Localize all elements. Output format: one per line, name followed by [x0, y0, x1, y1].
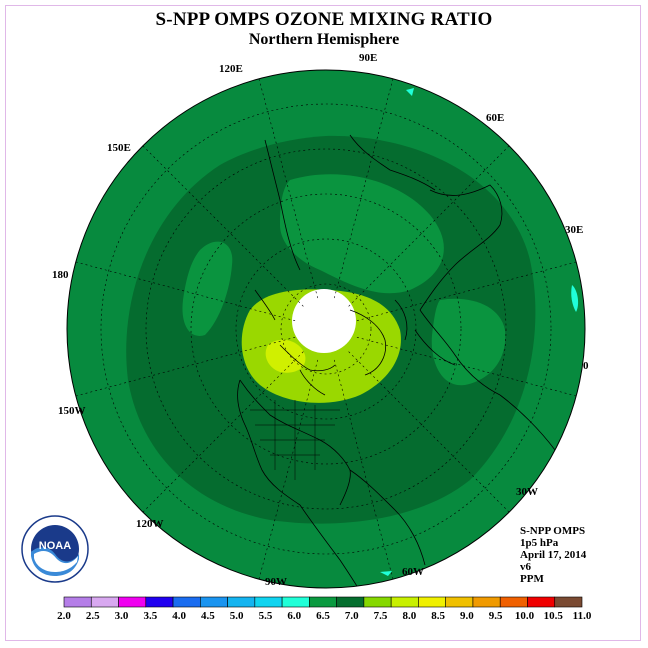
colorbar-label: 7.0 — [345, 610, 359, 622]
figure-frame — [5, 5, 641, 641]
colorbar-swatch — [254, 596, 283, 608]
latitude-circle — [100, 103, 552, 555]
colorbar-swatch — [554, 596, 583, 608]
colorbar-swatch — [63, 596, 92, 608]
colorbar-swatch — [309, 596, 337, 608]
colorbar-label: 4.0 — [172, 610, 186, 622]
inner-region — [280, 174, 444, 294]
lon-label-180: 180 — [52, 269, 69, 281]
colorbar-swatch — [499, 596, 528, 608]
lon-label-90w: 90W — [265, 576, 287, 588]
colorbar-label: 3.5 — [143, 610, 157, 622]
colorbar-label: 10.0 — [515, 610, 535, 622]
lon-label-30e: 30E — [565, 224, 584, 236]
noaa-logo-text: NOAA — [39, 540, 71, 552]
info-level: 1p5 hPa — [520, 537, 559, 549]
lon-label-30w: 30W — [516, 486, 538, 498]
colorbar-label: 5.0 — [230, 610, 244, 622]
lon-label-90e: 90E — [359, 52, 378, 64]
colorbar-label: 2.5 — [86, 610, 100, 622]
colorbar-label: 8.5 — [431, 610, 445, 622]
colorbar-label: 9.5 — [489, 610, 503, 622]
colorbar-swatch — [336, 596, 365, 608]
colorbar-swatch — [527, 596, 556, 608]
colorbar-label: 10.5 — [544, 610, 564, 622]
colorbar-swatch — [200, 596, 228, 608]
colorbar-swatch — [472, 596, 501, 608]
colorbar-label: 4.5 — [201, 610, 215, 622]
colorbar-label: 3.0 — [115, 610, 129, 622]
cyan-patch-north — [406, 88, 414, 96]
chart-title: S-NPP OMPS OZONE MIXING RATIO — [155, 9, 493, 30]
info-block: S-NPP OMPS 1p5 hPa April 17, 2014 v6 PPM — [520, 525, 586, 585]
map-boundary — [66, 69, 586, 589]
cyan-patch-east — [571, 285, 579, 312]
colorbar-swatch — [363, 596, 392, 608]
lon-label-120w: 120W — [136, 518, 164, 530]
info-date: April 17, 2014 — [520, 549, 587, 561]
colorbar-swatch — [145, 596, 174, 608]
colorbar-label: 9.0 — [460, 610, 474, 622]
latitude-circle — [280, 283, 372, 375]
colorbar-label: 11.0 — [573, 610, 592, 622]
lon-label-60w: 60W — [402, 566, 424, 578]
polar-lightyellow-region — [265, 339, 306, 373]
lon-label-150e: 150E — [107, 142, 131, 154]
noaa-logo: NOAA — [21, 515, 89, 583]
colorbar-swatch — [227, 596, 256, 608]
us-states — [250, 400, 340, 480]
lon-label-60e: 60E — [486, 112, 505, 124]
colorbar-swatch — [445, 596, 474, 608]
colorbar-swatch — [281, 596, 310, 608]
colorbar-swatch — [118, 596, 147, 608]
colorbar-swatch — [390, 596, 419, 608]
info-instrument: S-NPP OMPS — [520, 525, 586, 537]
lat-lon-grid — [75, 78, 577, 580]
colorbar-swatch — [172, 596, 201, 608]
colorbar-label: 7.5 — [374, 610, 388, 622]
cyan-patch-south — [380, 571, 392, 576]
colorbar-swatch — [90, 596, 119, 608]
inner-region-west — [182, 241, 233, 336]
info-units: PPM — [520, 573, 544, 585]
colorbar-label: 5.5 — [259, 610, 273, 622]
lon-label-120e: 120E — [219, 63, 243, 75]
lon-label-0: 0 — [583, 360, 589, 372]
lon-label-150w: 150W — [58, 405, 86, 417]
colorbar-swatch — [418, 596, 446, 608]
colorbar-label: 6.5 — [316, 610, 330, 622]
info-version: v6 — [520, 561, 531, 573]
colorbar-label: 6.0 — [287, 610, 301, 622]
colorbar-label: 8.0 — [402, 610, 416, 622]
colorbar-label: 2.0 — [57, 610, 71, 622]
inner-region-east — [431, 298, 506, 386]
latitude-circle — [235, 238, 417, 420]
chart-subtitle: Northern Hemisphere — [248, 31, 400, 48]
polar-no-data-region — [292, 289, 356, 353]
latitude-circle — [145, 148, 507, 510]
latitude-circle — [190, 193, 462, 465]
